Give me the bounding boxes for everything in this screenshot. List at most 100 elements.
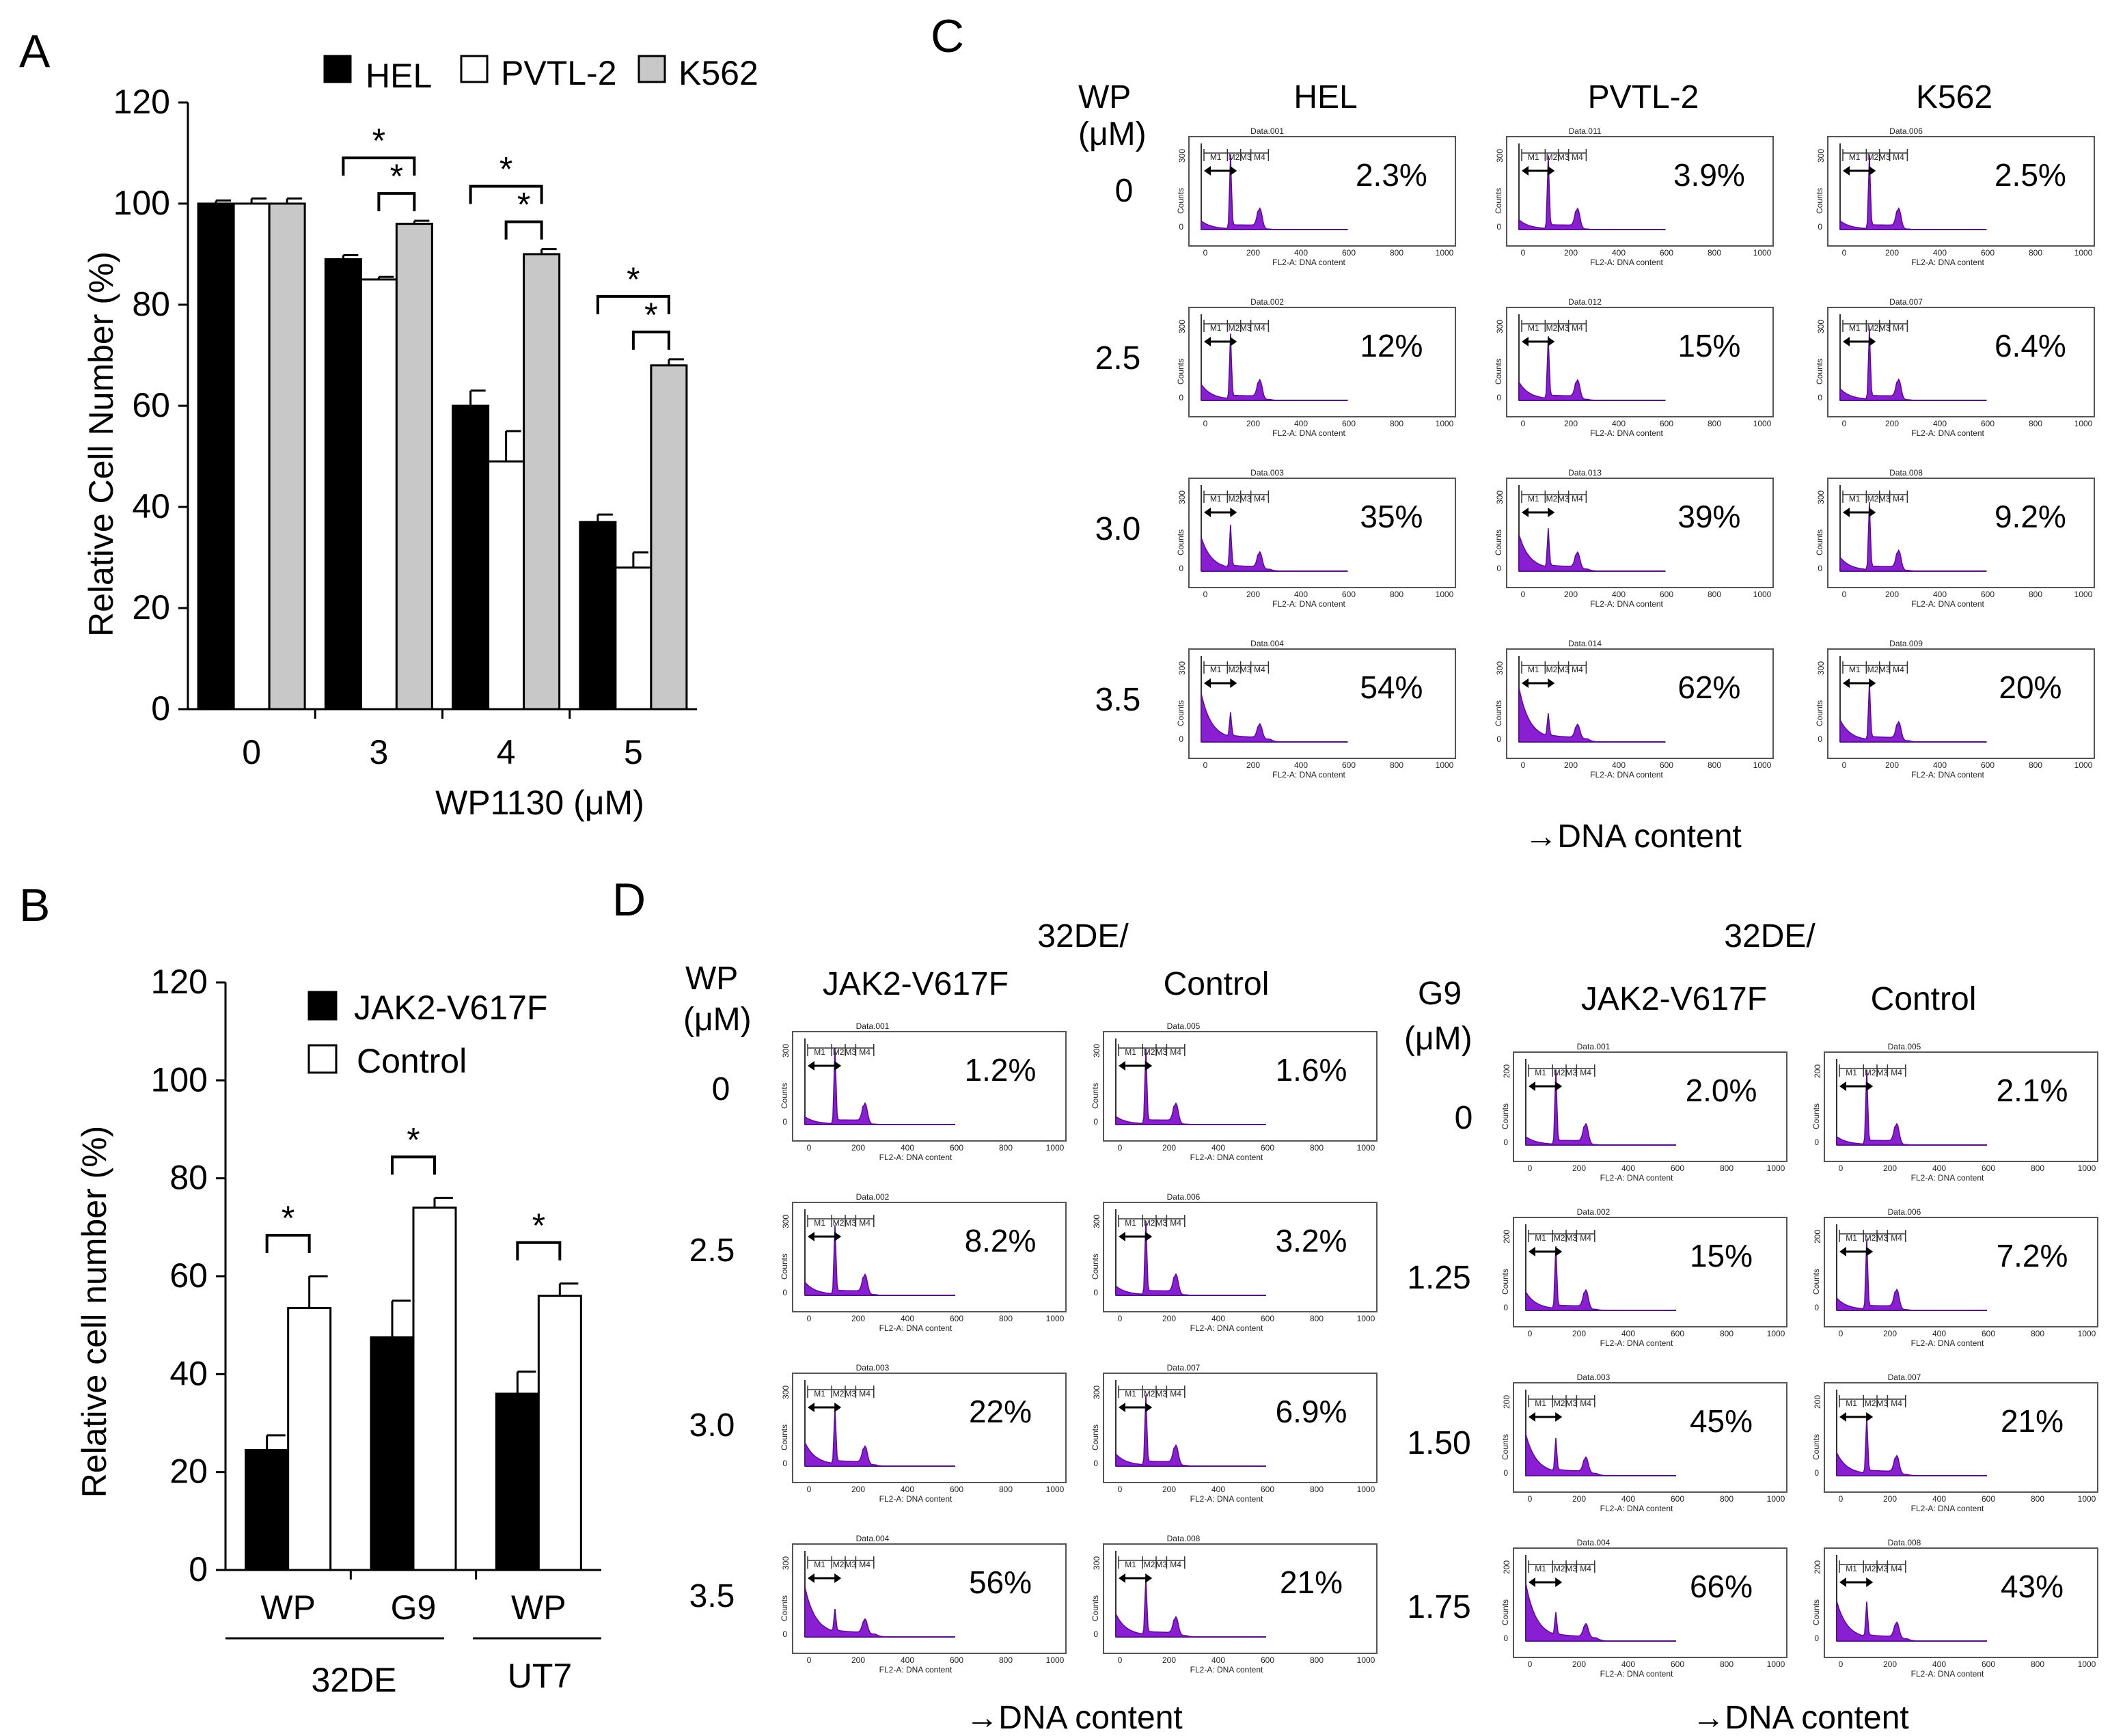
histogram-percent: 2.3% — [1356, 157, 1427, 193]
histogram-x-tick: 800 — [999, 1314, 1013, 1323]
histogram-percent: 22% — [969, 1394, 1032, 1429]
histogram-x-tick: 0 — [1118, 1314, 1123, 1323]
histogram-x-tick: 400 — [1294, 419, 1308, 428]
histogram-y-zero: 0 — [1093, 1288, 1098, 1297]
gate-arrowhead-left — [1529, 1412, 1535, 1422]
histogram-x-tick: 600 — [1660, 419, 1673, 428]
panel-d-left-row-3: 3.5 — [689, 1578, 735, 1614]
gate-label: M2 — [833, 1047, 845, 1057]
histogram-x-tick: 200 — [1883, 1163, 1897, 1173]
histogram-x-tick: 400 — [1621, 1659, 1635, 1669]
panel-d-right-col-control: Control — [1871, 981, 1977, 1017]
histogram-percent: 66% — [1690, 1569, 1753, 1604]
histogram-x-tick: 200 — [1885, 760, 1899, 770]
gate-arrowhead-right — [1866, 1412, 1874, 1422]
histogram-fill — [1201, 693, 1348, 743]
gate-arrowhead-left — [1522, 166, 1529, 176]
histogram-percent: 9.2% — [1995, 499, 2066, 534]
histogram-y-max: 200 — [1813, 1395, 1822, 1409]
histogram-y-label: Counts — [1091, 1083, 1100, 1109]
histogram-x-tick: 600 — [1342, 760, 1356, 770]
gate-arrowhead-right — [1555, 1412, 1563, 1422]
panel-d-left-col-control: Control — [1164, 966, 1270, 1002]
histogram-y-zero: 0 — [782, 1629, 787, 1639]
panel-d-left-row-2: 3.0 — [689, 1407, 735, 1444]
histogram-x-tick: 200 — [1564, 760, 1578, 770]
histogram-y-label: Counts — [1811, 1599, 1821, 1625]
histogram-file-label: Data.007 — [1167, 1363, 1201, 1373]
histogram-x-tick: 400 — [1612, 248, 1626, 258]
histogram-c-2-1: M1 M2 M3 M4 Data.013 300 Counts 0 0 200 400 600 800 1… — [1494, 468, 1774, 609]
gate-arrowhead-left — [808, 1573, 814, 1583]
gate-label: M3 — [1565, 1233, 1577, 1243]
histogram-y-zero: 0 — [1496, 734, 1501, 744]
histogram-y-max: 300 — [1177, 491, 1187, 504]
panel-c-row-3: 3.5 — [1095, 682, 1141, 718]
gate-arrowhead-right — [1548, 166, 1555, 176]
gate-label: M2 — [1144, 1047, 1155, 1057]
histogram-y-zero: 0 — [1814, 1138, 1819, 1147]
histogram-c-2-0: M1 M2 M3 M4 Data.003 300 Counts 0 0 200 400 600 800 1… — [1176, 468, 1456, 609]
gate-label: M3 — [1558, 494, 1570, 504]
bar-b — [245, 1448, 290, 1571]
histogram-x-tick: 1000 — [1767, 1659, 1785, 1669]
histogram-file-label: Data.013 — [1568, 468, 1602, 478]
x-tick-label-a: 5 — [624, 733, 643, 771]
histogram-fill — [1518, 336, 1666, 401]
histogram-y-zero: 0 — [1496, 564, 1501, 573]
gate-label: M4 — [859, 1218, 871, 1228]
gate-label: M2 — [1867, 665, 1879, 674]
histogram-x-tick: 200 — [1246, 419, 1260, 428]
histogram-x-label: FL2-A: DNA content — [1600, 1504, 1673, 1513]
y-tick-label-b: 100 — [151, 1060, 208, 1099]
histogram-percent: 1.2% — [965, 1052, 1037, 1088]
histogram-y-max: 300 — [781, 1044, 791, 1058]
histogram-x-tick: 400 — [1612, 590, 1626, 599]
histogram-x-label: FL2-A: DNA content — [1600, 1338, 1673, 1348]
histogram-dl-2-1: M1 M2 M3 M4 Data.007 300 Counts 0 0 200 400 600 800 1… — [1091, 1363, 1378, 1504]
bar-a — [523, 253, 561, 711]
histogram-file-label: Data.007 — [1889, 297, 1923, 307]
histogram-frame — [1506, 307, 1774, 417]
gate-label: M4 — [859, 1560, 871, 1569]
histogram-x-tick: 0 — [1521, 248, 1526, 258]
gate-arrowhead-left — [808, 1232, 814, 1241]
histogram-x-tick: 800 — [999, 1655, 1013, 1665]
histogram-fill — [1525, 1246, 1676, 1311]
histogram-y-zero: 0 — [1818, 564, 1822, 573]
histogram-x-tick: 200 — [1885, 590, 1899, 599]
gate-label: M3 — [1879, 152, 1891, 162]
histogram-percent: 7.2% — [1997, 1238, 2068, 1273]
gate-arrowhead-right — [1230, 337, 1237, 346]
histogram-dl-2-0: M1 M2 M3 M4 Data.003 300 Counts 0 0 200 400 600 800 1… — [780, 1363, 1067, 1504]
histogram-y-zero: 0 — [1814, 1303, 1819, 1312]
gate-label: M4 — [1891, 1068, 1902, 1077]
histogram-percent: 35% — [1360, 499, 1423, 534]
gate-arrowhead-left — [1119, 1573, 1125, 1583]
gate-label: M4 — [1170, 1560, 1181, 1569]
histogram-percent: 1.6% — [1276, 1052, 1347, 1088]
gate-label: M4 — [1572, 323, 1583, 333]
gate-label: M1 — [1535, 1399, 1546, 1408]
sig-bracket-b — [265, 1234, 311, 1253]
y-tick-label-b: 40 — [169, 1354, 208, 1392]
histogram-y-zero: 0 — [1818, 393, 1822, 402]
histogram-percent: 45% — [1690, 1403, 1753, 1439]
histogram-percent: 43% — [2001, 1569, 2064, 1604]
gate-label: M3 — [1240, 323, 1252, 333]
gate-label: M2 — [833, 1389, 845, 1399]
histogram-x-tick: 1000 — [1436, 590, 1454, 599]
legend-swatch-jak2 — [307, 991, 338, 1021]
y-tick-label-a: 40 — [132, 487, 170, 525]
bar-a — [614, 566, 653, 711]
histogram-x-label: FL2-A: DNA content — [1911, 1338, 1984, 1348]
histogram-x-tick: 0 — [1118, 1655, 1123, 1665]
histogram-x-tick: 0 — [807, 1314, 812, 1323]
gate-label: M3 — [1240, 665, 1252, 674]
histogram-file-label: Data.002 — [1250, 297, 1284, 307]
histogram-x-tick: 200 — [1885, 419, 1899, 428]
histogram-x-tick: 1000 — [2074, 419, 2093, 428]
gate-label: M2 — [1554, 1399, 1565, 1408]
histogram-x-tick: 0 — [1839, 1163, 1844, 1173]
y-tick-label-a: 120 — [113, 83, 170, 121]
